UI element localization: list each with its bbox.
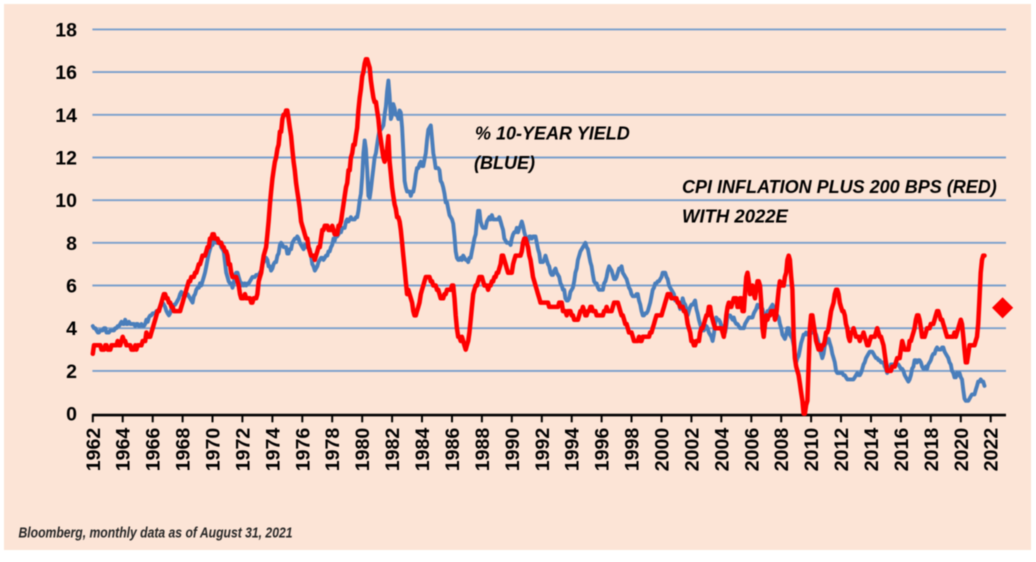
svg-text:1980: 1980 — [352, 428, 374, 472]
svg-text:WITH 2022E: WITH 2022E — [682, 206, 789, 227]
svg-text:2002: 2002 — [681, 428, 703, 472]
svg-text:(BLUE): (BLUE) — [474, 153, 535, 173]
svg-text:2004: 2004 — [711, 428, 733, 472]
svg-text:2014: 2014 — [861, 428, 883, 472]
svg-text:1990: 1990 — [502, 428, 524, 472]
svg-text:0: 0 — [66, 404, 77, 426]
svg-text:2022: 2022 — [981, 428, 1003, 472]
svg-text:1976: 1976 — [292, 428, 314, 472]
svg-text:16: 16 — [55, 62, 77, 84]
svg-text:1974: 1974 — [262, 428, 284, 472]
svg-text:6: 6 — [66, 276, 77, 298]
svg-text:% 10-YEAR YIELD: % 10-YEAR YIELD — [475, 124, 630, 144]
svg-text:18: 18 — [55, 19, 77, 41]
svg-text:1972: 1972 — [232, 428, 254, 472]
svg-text:1994: 1994 — [562, 428, 584, 472]
svg-text:2008: 2008 — [771, 428, 793, 472]
svg-text:8: 8 — [66, 233, 77, 255]
svg-text:2016: 2016 — [891, 428, 913, 472]
svg-text:1962: 1962 — [83, 428, 105, 472]
svg-text:1966: 1966 — [143, 428, 165, 472]
svg-text:2020: 2020 — [951, 428, 973, 472]
svg-text:CPI INFLATION PLUS 200 BPS (RE: CPI INFLATION PLUS 200 BPS (RED) — [682, 177, 997, 197]
svg-text:12: 12 — [55, 148, 77, 170]
svg-text:1978: 1978 — [322, 428, 344, 472]
svg-text:Bloomberg, monthly data as of: Bloomberg, monthly data as of August 31,… — [19, 525, 293, 542]
svg-text:1984: 1984 — [412, 428, 434, 472]
svg-text:2012: 2012 — [831, 428, 853, 472]
svg-text:4: 4 — [66, 318, 77, 340]
svg-text:1964: 1964 — [113, 428, 135, 472]
svg-text:1986: 1986 — [442, 428, 464, 472]
svg-text:1992: 1992 — [532, 428, 554, 472]
svg-text:1996: 1996 — [592, 428, 614, 472]
svg-text:2: 2 — [66, 361, 77, 383]
svg-text:1988: 1988 — [472, 428, 494, 472]
svg-text:1982: 1982 — [382, 428, 404, 472]
svg-text:2006: 2006 — [741, 428, 763, 472]
svg-text:1998: 1998 — [622, 428, 644, 472]
svg-text:1968: 1968 — [173, 428, 195, 472]
svg-text:2010: 2010 — [801, 428, 823, 472]
svg-text:10: 10 — [55, 190, 77, 212]
svg-text:1970: 1970 — [203, 428, 225, 472]
svg-text:14: 14 — [55, 105, 77, 127]
svg-text:2000: 2000 — [652, 428, 674, 472]
svg-text:2018: 2018 — [921, 428, 943, 472]
